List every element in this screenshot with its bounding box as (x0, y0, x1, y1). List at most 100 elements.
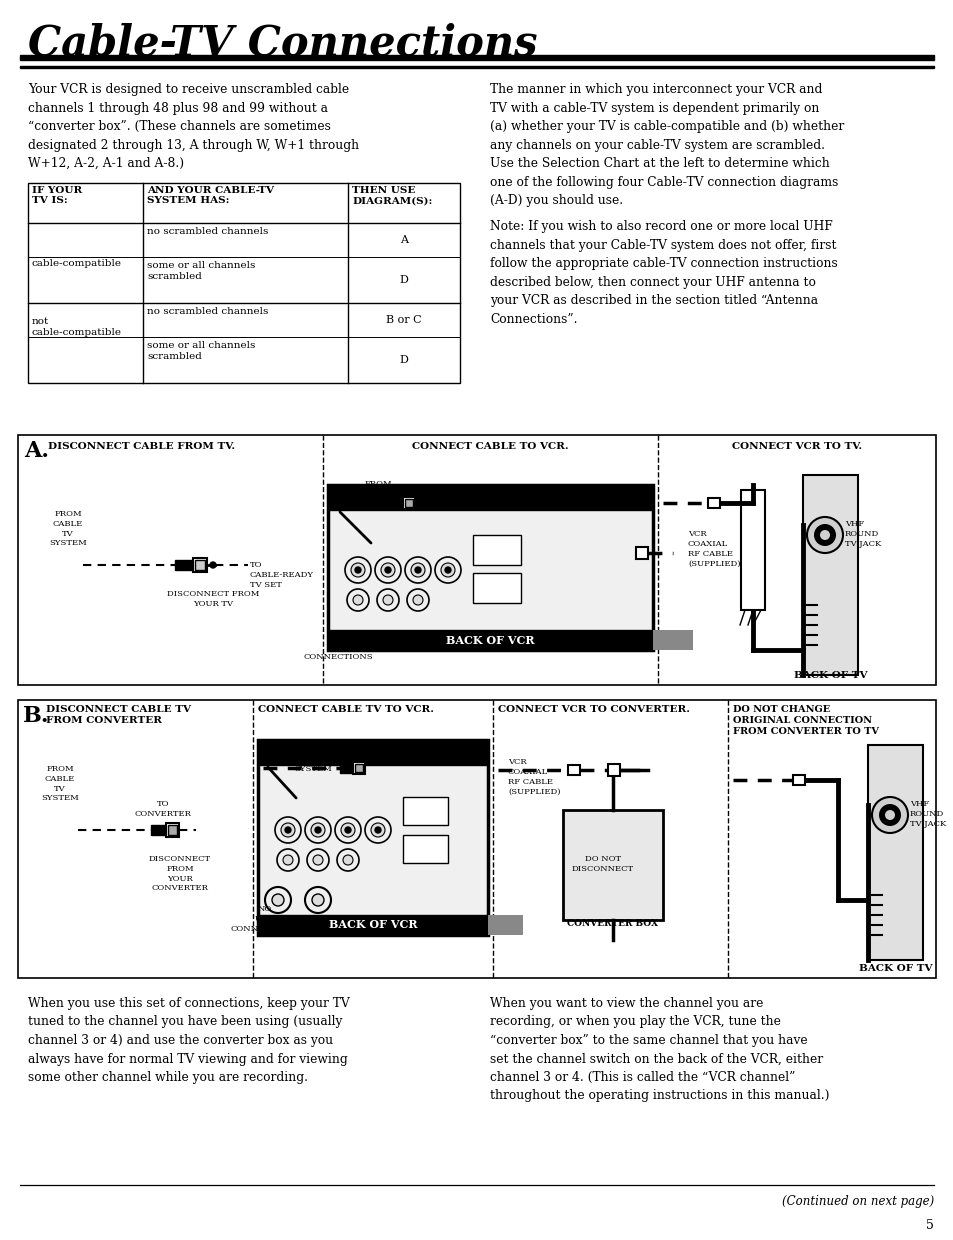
Bar (402, 835, 448, 863)
Bar (28, 184, 459, 383)
Text: VHF
ROUND
TV JACK: VHF ROUND TV JACK (909, 800, 945, 827)
Bar (194, 560, 205, 570)
Text: CONVERTER BOX: CONVERTER BOX (567, 919, 658, 928)
Text: cable-compatible: cable-compatible (32, 258, 122, 268)
Text: CONNECT VCR TO CONVERTER.: CONNECT VCR TO CONVERTER. (497, 706, 689, 714)
Bar (473, 534, 520, 565)
Bar (18, 701, 935, 978)
Bar (488, 915, 522, 935)
Text: THEN USE
DIAGRAM(S):: THEN USE DIAGRAM(S): (352, 186, 432, 206)
Text: VCR
COAXIAL
RF CABLE
(SUPPLIED): VCR COAXIAL RF CABLE (SUPPLIED) (507, 758, 560, 795)
Text: Cable-TV Connections: Cable-TV Connections (28, 22, 537, 64)
Text: VCR
COAXIAL
RF CABLE
(SUPPLIED): VCR COAXIAL RF CABLE (SUPPLIED) (687, 529, 740, 568)
Bar (802, 475, 857, 675)
Text: When you want to view the channel you are
recording, or when you play the VCR, t: When you want to view the channel you ar… (490, 997, 828, 1102)
Bar (740, 490, 764, 610)
Bar (339, 763, 353, 773)
Text: DISCONNECT CABLE FROM TV.: DISCONNECT CABLE FROM TV. (48, 441, 234, 451)
Text: FROM
CABLE
TV
SYSTEM: FROM CABLE TV SYSTEM (49, 510, 87, 547)
Circle shape (340, 823, 355, 837)
Text: A.: A. (24, 440, 49, 463)
Circle shape (884, 810, 894, 820)
Bar (607, 764, 619, 776)
Bar (636, 547, 647, 559)
Text: TO
CONVERTER: TO CONVERTER (134, 800, 192, 818)
Circle shape (413, 595, 422, 605)
Circle shape (345, 827, 351, 833)
Text: no scrambled channels: no scrambled channels (147, 227, 268, 236)
Bar (328, 485, 652, 510)
Text: CONNECT CABLE TV TO VCR.: CONNECT CABLE TV TO VCR. (257, 706, 434, 714)
Text: some or all channels
scrambled: some or all channels scrambled (147, 341, 255, 361)
Bar (473, 573, 520, 603)
Text: no scrambled channels: no scrambled channels (147, 308, 268, 316)
Circle shape (871, 797, 907, 833)
Text: CONNECT VCR TO TV.: CONNECT VCR TO TV. (731, 441, 862, 451)
Text: IF YOUR
TV IS:: IF YOUR TV IS: (32, 186, 82, 206)
Circle shape (440, 563, 455, 577)
Circle shape (820, 529, 829, 539)
Bar (792, 775, 804, 785)
Bar (257, 740, 488, 935)
Text: some or all channels
scrambled: some or all channels scrambled (147, 260, 255, 281)
Bar (402, 497, 415, 508)
Bar (174, 560, 193, 570)
Bar (20, 66, 933, 68)
Text: DISCONNECT
FROM
YOUR
CONVERTER: DISCONNECT FROM YOUR CONVERTER (149, 856, 211, 893)
Text: DISCONNECT FROM
YOUR TV: DISCONNECT FROM YOUR TV (167, 590, 259, 608)
Circle shape (210, 562, 215, 568)
Bar (151, 825, 166, 835)
Bar (20, 55, 933, 60)
Bar (393, 498, 402, 507)
Bar (328, 630, 652, 650)
Circle shape (806, 517, 842, 553)
Circle shape (311, 823, 325, 837)
Text: D: D (399, 275, 408, 285)
Text: FROM
CABLE TV
SYSTEM: FROM CABLE TV SYSTEM (355, 480, 400, 507)
Bar (166, 823, 179, 837)
Text: BACK OF TV: BACK OF TV (859, 963, 932, 973)
Circle shape (380, 563, 395, 577)
Text: AND YOUR CABLE-TV
SYSTEM HAS:: AND YOUR CABLE-TV SYSTEM HAS: (147, 186, 274, 206)
Circle shape (355, 567, 360, 573)
Bar (402, 797, 448, 825)
Text: TO
CABLE-READY
TV SET: TO CABLE-READY TV SET (250, 560, 314, 589)
Circle shape (343, 856, 353, 866)
Text: NO
UHF
CONNECTIONS: NO UHF CONNECTIONS (230, 905, 299, 932)
Text: NO
UHF
CONNECTIONS: NO UHF CONNECTIONS (303, 632, 373, 661)
Text: VHF
ROUND
TV JACK: VHF ROUND TV JACK (844, 520, 881, 548)
Circle shape (382, 595, 393, 605)
Bar (562, 810, 662, 920)
Bar (405, 498, 413, 507)
Bar (328, 485, 652, 650)
Text: Your VCR is designed to receive unscrambled cable
channels 1 through 48 plus 98 : Your VCR is designed to receive unscramb… (28, 83, 358, 170)
Text: CONNECT CABLE TO VCR.: CONNECT CABLE TO VCR. (412, 441, 568, 451)
Circle shape (281, 823, 294, 837)
Text: BACK OF TV: BACK OF TV (794, 671, 867, 680)
Bar (867, 745, 923, 960)
Circle shape (353, 595, 363, 605)
Text: DO NOT CHANGE
ORIGINAL CONNECTION
FROM CONVERTER TO TV: DO NOT CHANGE ORIGINAL CONNECTION FROM C… (732, 706, 878, 737)
Bar (168, 825, 177, 835)
Text: DISCONNECT CABLE TV
FROM CONVERTER: DISCONNECT CABLE TV FROM CONVERTER (46, 706, 191, 725)
Text: D: D (399, 355, 408, 365)
Text: A: A (399, 236, 408, 246)
Bar (257, 740, 488, 765)
Circle shape (285, 827, 291, 833)
Circle shape (878, 804, 900, 826)
Text: not
cable-compatible: not cable-compatible (32, 317, 122, 337)
Circle shape (444, 567, 451, 573)
Text: FROM
CABLE
TV
SYSTEM: FROM CABLE TV SYSTEM (41, 765, 79, 802)
Bar (355, 764, 363, 773)
Circle shape (813, 525, 835, 546)
Text: DO NOT
DISCONNECT: DO NOT DISCONNECT (572, 856, 634, 873)
Text: BACK OF VCR: BACK OF VCR (445, 635, 534, 646)
Text: (Continued on next page): (Continued on next page) (781, 1195, 933, 1208)
Text: BACK OF VCR: BACK OF VCR (329, 920, 416, 930)
Circle shape (351, 563, 365, 577)
Circle shape (371, 823, 385, 837)
Bar (567, 765, 579, 775)
Text: Note: If you wish to also record one or more local UHF
channels that your Cable-: Note: If you wish to also record one or … (490, 219, 837, 326)
Circle shape (313, 856, 323, 866)
Bar (353, 763, 365, 774)
